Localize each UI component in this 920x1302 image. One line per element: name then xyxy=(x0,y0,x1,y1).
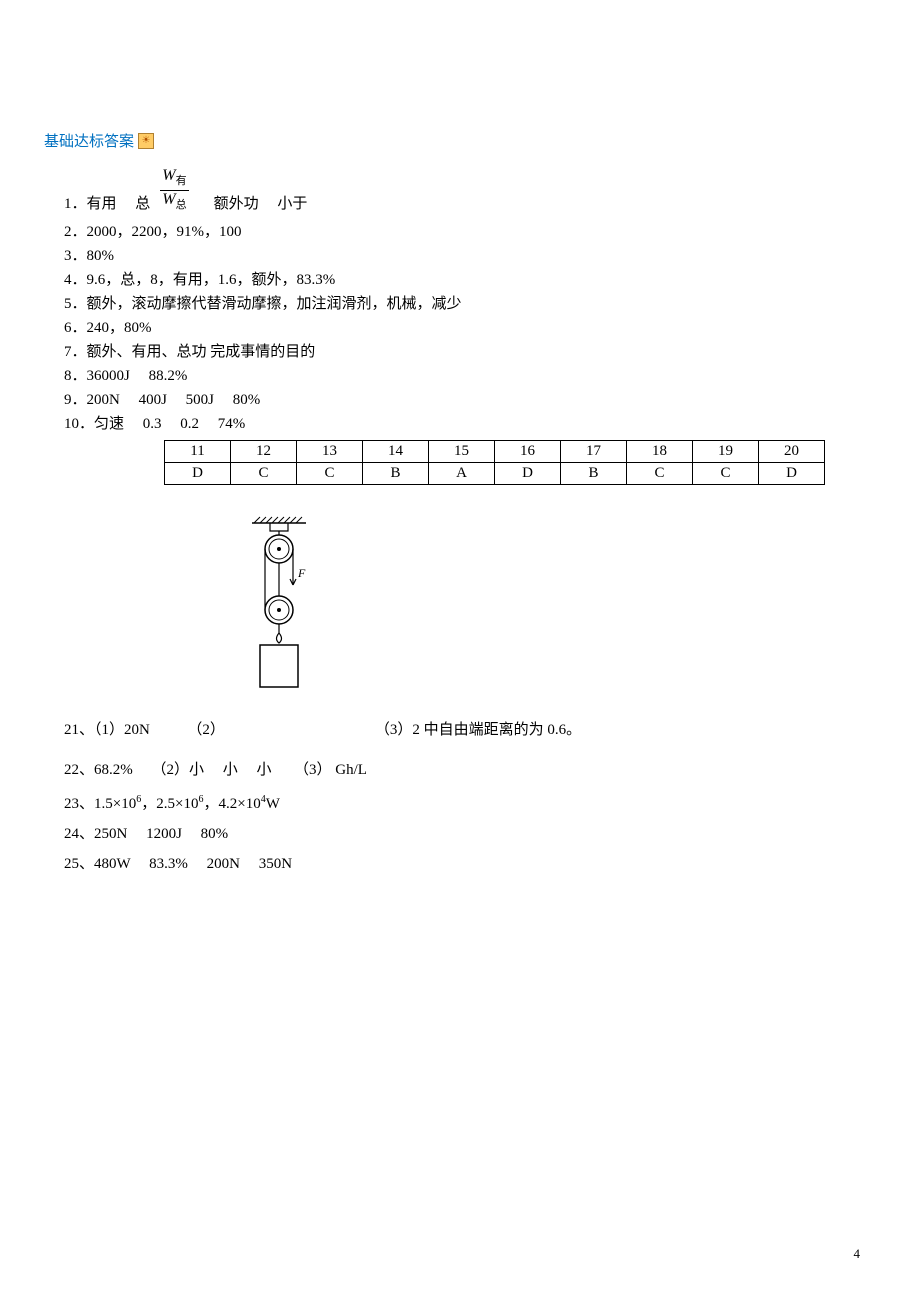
answer-5: 5．额外，滚动摩擦代替滑动摩擦，加注润滑剂，机械，减少 xyxy=(64,292,860,316)
tv-19: C xyxy=(693,463,759,485)
q1-suffix: 额外功 小于 xyxy=(199,192,308,216)
answer-1: 1．有用 总 W有 W总 额外功 小于 xyxy=(64,169,860,216)
q21-block: F 21、（1）20N （2） （3）2 中自由端距离的为 0.6。 xyxy=(44,515,860,745)
answers-block: 1．有用 总 W有 W总 额外功 小于 2．2000，2200，91%，100 … xyxy=(44,169,860,485)
th-15: 15 xyxy=(429,441,495,463)
frac-denominator: W总 xyxy=(160,191,188,214)
th-12: 12 xyxy=(231,441,297,463)
answer-10: 10．匀速 0.3 0.2 74% xyxy=(64,412,860,436)
q1-prefix: 1．有用 总 xyxy=(64,192,150,216)
answer-24: 24、250N 1200J 80% xyxy=(44,819,860,849)
svg-text:F: F xyxy=(297,566,306,580)
th-14: 14 xyxy=(363,441,429,463)
answer-8: 8．36000J 88.2% xyxy=(64,364,860,388)
sun-icon: ☀ xyxy=(138,133,154,149)
tv-14: B xyxy=(363,463,429,485)
q23-prefix: 23、 xyxy=(64,789,94,819)
tv-13: C xyxy=(297,463,363,485)
th-13: 13 xyxy=(297,441,363,463)
tv-15: A xyxy=(429,463,495,485)
answer-2: 2．2000，2200，91%，100 xyxy=(64,220,860,244)
th-11: 11 xyxy=(165,441,231,463)
tv-12: C xyxy=(231,463,297,485)
pulley-diagram: F xyxy=(244,515,860,705)
answer-9: 9．200N 400J 500J 80% xyxy=(64,388,860,412)
answer-3: 3．80% xyxy=(64,244,860,268)
title-text: 基础达标答案 xyxy=(44,130,134,151)
th-19: 19 xyxy=(693,441,759,463)
tv-16: D xyxy=(495,463,561,485)
answer-23: 23、 1.5×106 ， 2.5×106 ， 4.2×104 W xyxy=(44,785,860,819)
th-18: 18 xyxy=(627,441,693,463)
answer-table: 11 12 13 14 15 16 17 18 19 20 D C C B A … xyxy=(164,440,825,485)
q23-unit: W xyxy=(266,789,280,819)
answer-25: 25、480W 83.3% 200N 350N xyxy=(44,849,860,879)
answer-4: 4．9.6，总，8，有用，1.6，额外，83.3% xyxy=(64,268,860,292)
answers-title: 基础达标答案 ☀ xyxy=(44,130,860,151)
answer-6: 6．240，80% xyxy=(64,316,860,340)
th-16: 16 xyxy=(495,441,561,463)
tv-17: B xyxy=(561,463,627,485)
th-17: 17 xyxy=(561,441,627,463)
frac-numerator: W有 xyxy=(160,167,188,191)
tv-18: C xyxy=(627,463,693,485)
table-header-row: 11 12 13 14 15 16 17 18 19 20 xyxy=(165,441,825,463)
tv-11: D xyxy=(165,463,231,485)
tv-20: D xyxy=(759,463,825,485)
pulley-svg: F xyxy=(244,515,314,700)
fraction: W有 W总 xyxy=(160,167,188,214)
answer-22: 22、68.2% （2）小 小 小 （3） Gh/L xyxy=(44,755,860,785)
answer-7: 7．额外、有用、总功 完成事情的目的 xyxy=(64,340,860,364)
answer-21: 21、（1）20N （2） （3）2 中自由端距离的为 0.6。 xyxy=(44,715,860,745)
th-20: 20 xyxy=(759,441,825,463)
table-value-row: D C C B A D B C C D xyxy=(165,463,825,485)
page-number: 4 xyxy=(854,1246,861,1262)
